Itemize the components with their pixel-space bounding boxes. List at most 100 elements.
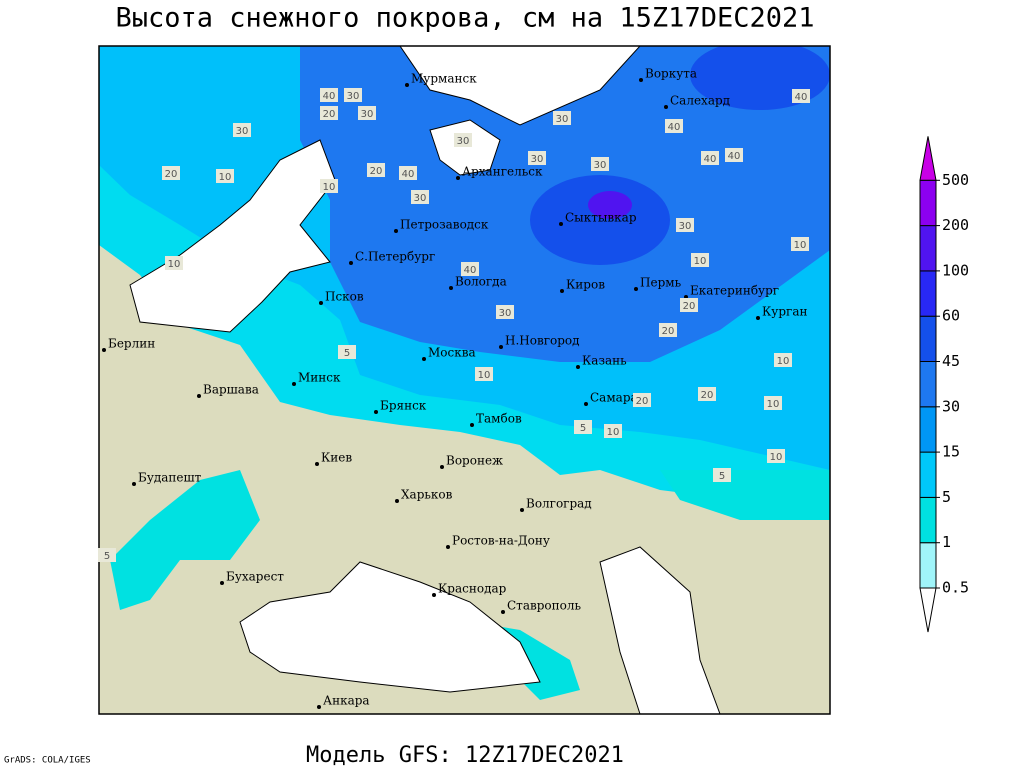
city-label: Брянск bbox=[380, 399, 427, 413]
contour-label-box bbox=[680, 298, 698, 312]
contour-label-box bbox=[767, 449, 785, 463]
colorbar-label: 5 bbox=[942, 488, 951, 506]
city-dot bbox=[292, 382, 296, 386]
sea bbox=[399, 46, 641, 126]
contour-label: 10 bbox=[767, 399, 780, 410]
contour-label: 30 bbox=[347, 91, 360, 102]
city-dot bbox=[432, 593, 436, 597]
contour-label-box bbox=[320, 106, 338, 120]
contour-label: 40 bbox=[323, 91, 336, 102]
city-dot bbox=[560, 289, 564, 293]
contour-label: 30 bbox=[556, 114, 569, 125]
colorbar-swatch bbox=[919, 225, 937, 272]
contour-label-box bbox=[233, 123, 251, 137]
contour-label-box bbox=[338, 345, 356, 359]
contour-label: 40 bbox=[464, 265, 477, 276]
sea bbox=[429, 119, 501, 176]
contour-label-box bbox=[411, 190, 429, 204]
city-dot bbox=[499, 345, 503, 349]
contour-label-box bbox=[591, 157, 609, 171]
contour-label: 20 bbox=[701, 390, 714, 401]
contour-label-box bbox=[358, 106, 376, 120]
city-label: Казань bbox=[582, 354, 627, 368]
colorbar-label: 60 bbox=[942, 307, 960, 325]
city-label: Москва bbox=[428, 346, 476, 360]
subtitle: Модель GFS: 12Z17DEC2021 bbox=[306, 743, 624, 768]
city-label: Варшава bbox=[203, 383, 259, 397]
city-dot bbox=[315, 462, 319, 466]
contour-label: 20 bbox=[662, 326, 675, 337]
city-dot bbox=[584, 402, 588, 406]
snow-area bbox=[660, 470, 830, 520]
snow-area bbox=[110, 470, 260, 610]
city-label: Н.Новгород bbox=[505, 334, 580, 348]
contour-label-box bbox=[713, 468, 731, 482]
city-label: Тамбов bbox=[476, 412, 522, 426]
contour-label-box bbox=[774, 353, 792, 367]
contour-label: 30 bbox=[499, 308, 512, 319]
city-dot bbox=[395, 499, 399, 503]
title: Высота снежного покрова, см на 15Z17DEC2… bbox=[116, 3, 815, 34]
contour-label: 20 bbox=[683, 301, 696, 312]
contour-label-box bbox=[725, 148, 743, 162]
city-dot bbox=[576, 365, 580, 369]
contour-label-box bbox=[676, 218, 694, 232]
contour-label-box bbox=[633, 393, 651, 407]
city-label: Екатеринбург bbox=[690, 284, 779, 298]
colorbar-label: 500 bbox=[942, 171, 969, 189]
city-dot bbox=[639, 78, 643, 82]
contour-label-box bbox=[344, 88, 362, 102]
labels: Мурманск Воркута Салехард Архангельск Петроз… bbox=[98, 67, 810, 709]
city-label: Ростов-на-Дону bbox=[452, 534, 550, 548]
contour-label-box bbox=[574, 420, 592, 434]
city-dot bbox=[102, 348, 106, 352]
city-dot bbox=[132, 482, 136, 486]
colorbar-swatch bbox=[919, 179, 937, 227]
contour-label: 20 bbox=[323, 109, 336, 120]
contour-label-box bbox=[475, 367, 493, 381]
sea bbox=[599, 546, 721, 714]
contour-label-box bbox=[528, 151, 546, 165]
city-label: Бухарест bbox=[226, 570, 284, 584]
contour-label-box bbox=[454, 133, 472, 147]
contour-label: 40 bbox=[402, 169, 415, 180]
contour-label: 40 bbox=[668, 122, 681, 133]
city-dot bbox=[440, 465, 444, 469]
map-frame bbox=[98, 45, 831, 715]
colorbar-swatch bbox=[919, 361, 937, 408]
city-label: Пермь bbox=[640, 276, 682, 290]
contour-label: 30 bbox=[531, 154, 544, 165]
contour-label: 20 bbox=[370, 166, 383, 177]
contour-label: 40 bbox=[795, 92, 808, 103]
city-label: Волгоград bbox=[526, 497, 592, 511]
colorbar-label: 100 bbox=[942, 261, 969, 279]
snow-area bbox=[530, 175, 670, 265]
contour-label: 5 bbox=[104, 551, 110, 562]
city-label: Киров bbox=[566, 278, 605, 292]
colorbar-swatch bbox=[919, 315, 937, 363]
city-label: Киев bbox=[321, 451, 352, 465]
contour-label: 30 bbox=[679, 221, 692, 232]
contour-label-box bbox=[496, 305, 514, 319]
city-dot bbox=[197, 394, 201, 398]
snow-area bbox=[588, 191, 632, 219]
colorbar-swatch bbox=[919, 542, 937, 589]
contour-label-box bbox=[461, 262, 479, 276]
contour-label-box bbox=[367, 163, 385, 177]
contour-label-box bbox=[791, 237, 809, 251]
contour-label: 20 bbox=[165, 169, 178, 180]
contour-label-box bbox=[165, 256, 183, 270]
colorbar-triangle bbox=[919, 136, 937, 181]
contour-label-box bbox=[701, 151, 719, 165]
city-label: Краснодар bbox=[438, 582, 507, 596]
contour-label: 10 bbox=[607, 427, 620, 438]
city-dot bbox=[220, 581, 224, 585]
colorbar-swatch bbox=[919, 451, 937, 498]
colorbar-swatch bbox=[919, 406, 937, 453]
contour-label-box bbox=[399, 166, 417, 180]
contour-label: 5 bbox=[719, 471, 725, 482]
colorbar-label: 200 bbox=[942, 216, 969, 234]
city-dot bbox=[470, 423, 474, 427]
